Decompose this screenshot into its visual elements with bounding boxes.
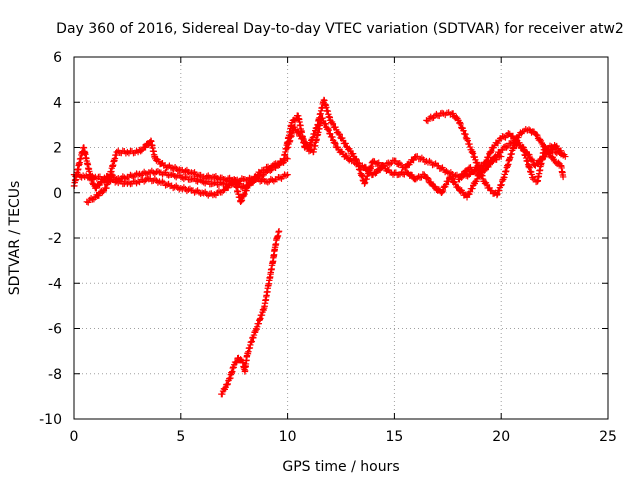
y-tick-label: -6 — [48, 322, 62, 338]
y-tick-label: 2 — [53, 141, 62, 157]
x-tick-label: 20 — [492, 429, 510, 445]
x-tick-label: 10 — [279, 429, 297, 445]
y-axis-label: SDTVAR / TECUs — [7, 181, 23, 296]
series-track-g — [218, 228, 283, 398]
series-track-c — [83, 112, 505, 206]
y-tick-label: 4 — [53, 95, 62, 111]
series-track-e — [423, 109, 567, 199]
series-track-f — [455, 139, 569, 186]
x-tick-label: 0 — [70, 429, 79, 445]
chart-title: Day 360 of 2016, Sidereal Day-to-day VTE… — [56, 21, 624, 37]
y-tick-label: -4 — [48, 276, 62, 292]
data-point-crosses — [423, 109, 567, 199]
grid — [74, 57, 608, 419]
y-tick-label: 6 — [53, 50, 62, 66]
x-tick-label: 15 — [385, 429, 403, 445]
x-tick-label: 25 — [599, 429, 617, 445]
y-tick-label: -10 — [39, 412, 62, 428]
data-point-crosses — [83, 112, 505, 206]
data-point-crosses — [218, 228, 283, 398]
data-point-crosses — [455, 139, 569, 186]
y-tick-label: 0 — [53, 186, 62, 202]
x-axis-label: GPS time / hours — [282, 459, 399, 475]
x-tick-label: 5 — [176, 429, 185, 445]
data-marks — [70, 96, 569, 398]
y-tick-label: -2 — [48, 231, 62, 247]
y-tick-label: -8 — [48, 367, 62, 383]
